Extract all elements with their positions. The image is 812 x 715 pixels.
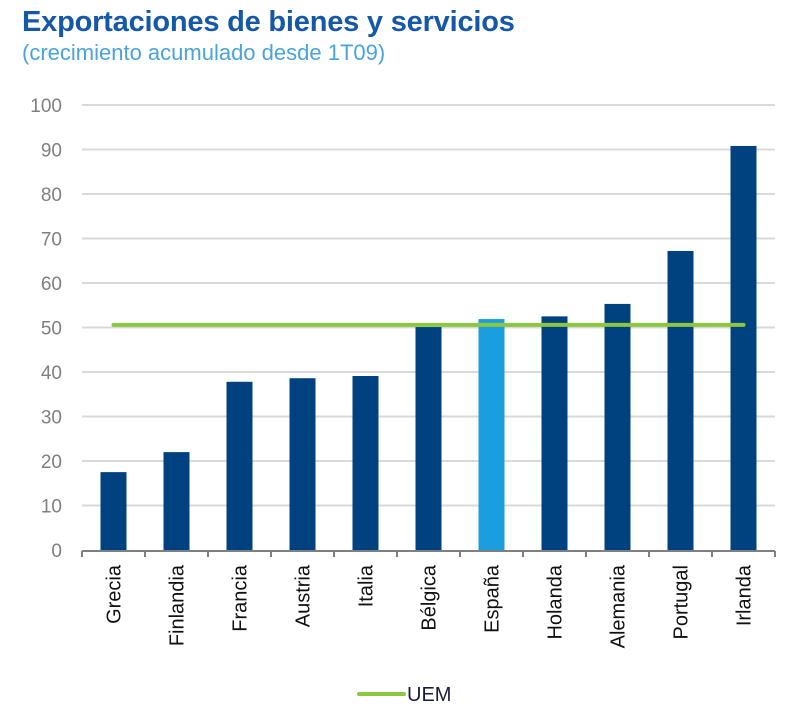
y-tick-label: 40: [41, 363, 62, 384]
bars: [100, 145, 757, 550]
bar-holanda: [541, 316, 568, 550]
x-axis: [81, 550, 776, 557]
bar-italia: [352, 376, 379, 550]
x-tick-label: Irlanda: [734, 564, 756, 626]
legend-uem-label: UEM: [407, 684, 451, 706]
bar-grecia: [100, 472, 127, 550]
x-tick-label: Austria: [293, 564, 315, 627]
x-tick-label: España: [482, 564, 504, 633]
y-tick-label: 20: [41, 452, 62, 473]
y-tick-label: 30: [41, 408, 62, 429]
y-tick-label: 100: [30, 96, 62, 117]
y-tick-label: 70: [41, 230, 62, 251]
x-tick-label: Francia: [230, 564, 252, 632]
x-tick-label: Holanda: [545, 564, 567, 639]
y-tick-label: 50: [41, 319, 62, 340]
bar-españa: [478, 319, 505, 550]
bar-austria: [289, 378, 316, 550]
x-axis-labels: Grecia Finlandia Francia Austria Italia Bélgi…: [104, 564, 756, 648]
x-tick-label: Portugal: [671, 565, 693, 640]
x-tick-label: Italia: [356, 564, 378, 607]
x-tick-label: Finlandia: [167, 564, 189, 646]
legend: UEM: [357, 684, 451, 706]
bar-portugal: [667, 250, 694, 550]
x-tick-label: Alemania: [608, 564, 630, 648]
chart-subtitle: (crecimiento acumulado desde 1T09): [22, 40, 386, 65]
y-tick-label: 10: [41, 497, 62, 518]
bar-irlanda: [730, 145, 757, 550]
x-tick-label: Bélgica: [419, 564, 441, 630]
y-axis-ticks: 0 10 20 30 40 50 60 70 80 90 100: [30, 96, 62, 562]
bar-francia: [226, 381, 253, 550]
x-tick-label: Grecia: [104, 564, 126, 624]
bar-alemania: [604, 303, 631, 550]
y-tick-label: 80: [41, 185, 62, 206]
y-tick-label: 0: [51, 541, 62, 562]
y-tick-label: 90: [41, 141, 62, 162]
chart-title: Exportaciones de bienes y servicios: [22, 6, 515, 38]
y-tick-label: 60: [41, 274, 62, 295]
bar-bélgica: [415, 327, 442, 550]
bar-finlandia: [163, 452, 190, 550]
